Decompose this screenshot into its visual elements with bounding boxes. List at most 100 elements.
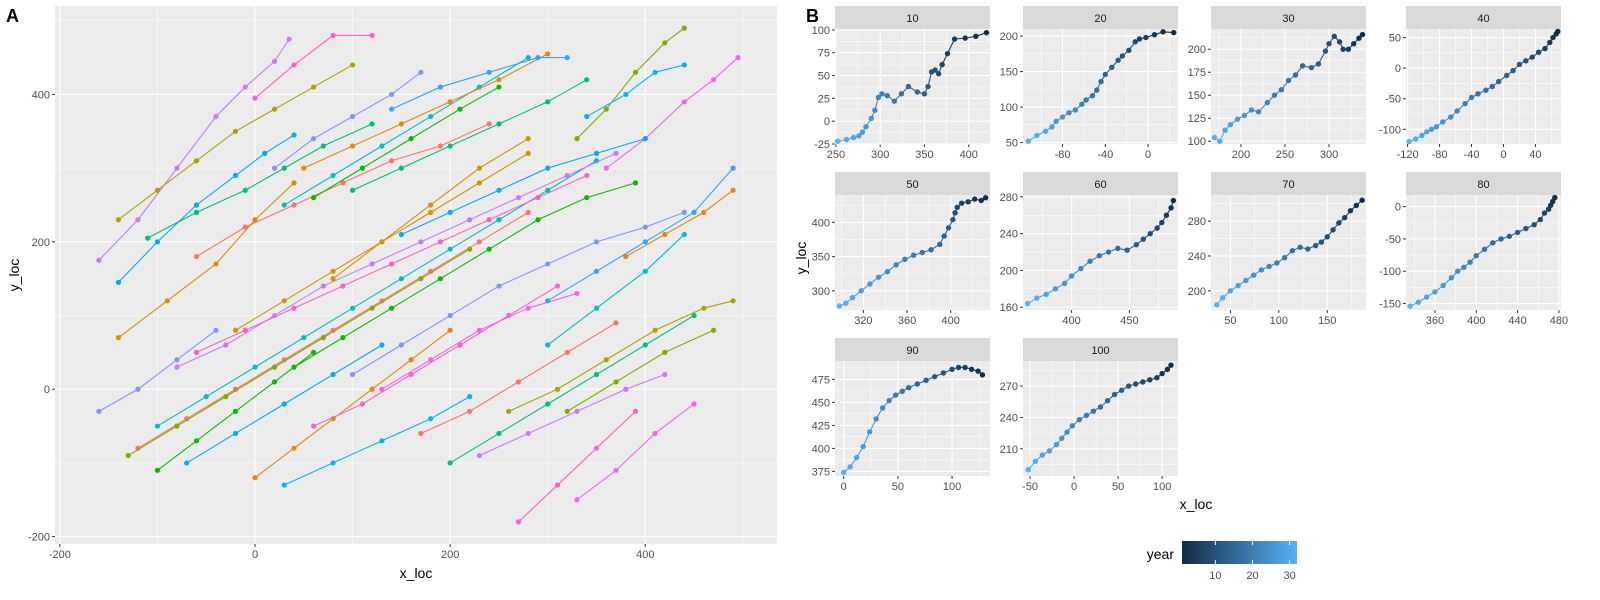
x-tick-label: -80 — [1432, 149, 1448, 161]
panel-a-chart: -200 0 200 400 -200 0 200 400 x_loc y_loc — [6, 6, 777, 581]
facet-strip — [835, 338, 990, 361]
track-point — [613, 150, 619, 156]
track-point — [1115, 245, 1121, 252]
track-point — [349, 187, 356, 193]
track-series — [125, 246, 473, 459]
track-point — [281, 482, 287, 488]
track-point — [1170, 197, 1177, 204]
track-point — [937, 241, 943, 247]
track-point — [873, 416, 879, 422]
track-point — [359, 165, 365, 171]
track-point — [467, 246, 473, 252]
track-point — [1353, 202, 1360, 209]
track-series — [252, 327, 453, 481]
track-point — [603, 165, 609, 171]
track-line — [508, 300, 734, 412]
track-point — [681, 209, 687, 215]
facet-panel: 10 250 300 350 400 -25 0 25 50 75 100 — [812, 6, 990, 161]
year-legend: year 10 20 30 — [1147, 541, 1297, 582]
track-point — [115, 279, 122, 285]
x-tick-label: 440 — [1508, 315, 1526, 327]
track-point — [965, 199, 971, 205]
track-point — [1264, 99, 1271, 106]
track-point — [476, 452, 483, 459]
panel-a-tag: A — [6, 6, 19, 26]
track-series — [184, 342, 385, 466]
track-point — [1468, 94, 1475, 101]
track-point — [642, 224, 648, 230]
track-point — [1255, 109, 1262, 115]
track-point — [954, 204, 960, 211]
y-tick-label: 160 — [1000, 302, 1018, 314]
track-point — [1359, 197, 1365, 203]
track-point — [1109, 64, 1115, 71]
track-point — [1024, 300, 1031, 307]
plot-background — [1406, 29, 1561, 144]
track-point — [506, 408, 512, 414]
facet-strip — [835, 6, 990, 29]
track-point — [935, 71, 942, 77]
y-tick-label: -150 — [1379, 299, 1401, 311]
track-point — [447, 460, 453, 466]
track-point — [545, 51, 551, 57]
facet-strip-label: 80 — [1477, 179, 1489, 191]
x-tick-label: 0 — [1145, 149, 1151, 161]
track-point — [213, 327, 219, 333]
track-point — [271, 165, 278, 171]
track-point — [398, 276, 404, 282]
track-point — [213, 261, 219, 267]
track-point — [1241, 112, 1248, 119]
track-point — [899, 388, 905, 395]
y-tick-label: 240 — [1000, 229, 1018, 241]
track-point — [1274, 260, 1280, 266]
track-point — [1102, 71, 1109, 78]
facet-strip — [1406, 6, 1561, 29]
x-tick-label: 100 — [943, 481, 961, 493]
track-point — [973, 33, 979, 40]
track-point — [428, 357, 434, 363]
track-line — [518, 410, 636, 523]
track-point — [564, 54, 570, 61]
track-point — [252, 475, 258, 481]
track-point — [535, 54, 541, 61]
track-point — [467, 394, 473, 400]
track-point — [174, 364, 180, 370]
track-point — [584, 77, 590, 83]
track-point — [1025, 138, 1032, 144]
track-point — [310, 349, 317, 355]
track-point — [1495, 78, 1502, 85]
y-tick-label: 200 — [32, 237, 50, 249]
x-tick-label: 200 — [441, 549, 459, 561]
y-tick-label: 200 — [1188, 286, 1206, 298]
track-point — [252, 364, 258, 370]
track-point — [1454, 108, 1460, 114]
track-point — [379, 386, 385, 392]
track-point — [1258, 267, 1265, 273]
track-point — [662, 40, 668, 46]
track-line — [352, 79, 588, 191]
y-tick-label: 0 — [1395, 202, 1401, 214]
track-point — [632, 408, 639, 414]
track-point — [945, 225, 952, 231]
track-point — [1305, 246, 1311, 252]
track-point — [398, 231, 404, 238]
track-point — [1475, 91, 1481, 97]
track-point — [691, 209, 697, 215]
x-tick-label: 250 — [827, 149, 845, 161]
track-point — [545, 298, 551, 304]
x-tick-label: 450 — [1120, 315, 1138, 327]
track-point — [886, 397, 892, 404]
track-point — [96, 408, 102, 414]
x-tick-label: -80 — [1055, 149, 1071, 161]
track-point — [1432, 289, 1438, 295]
x-tick-label: 320 — [854, 315, 872, 327]
x-tick-label: 480 — [1550, 315, 1568, 327]
track-point — [925, 83, 931, 90]
track-point — [642, 136, 648, 142]
track-line — [147, 123, 373, 239]
track-line — [576, 403, 695, 501]
track-point — [447, 312, 453, 319]
track-point — [642, 239, 648, 245]
track-point — [584, 195, 590, 201]
track-point — [1424, 129, 1430, 135]
